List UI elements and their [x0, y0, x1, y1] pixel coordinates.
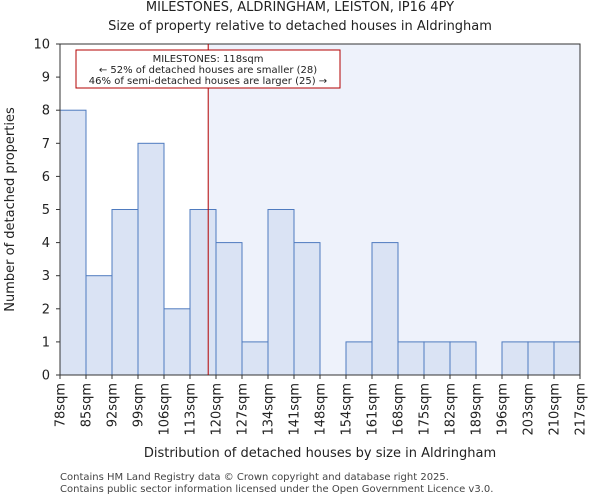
x-tick-label: 154sqm	[340, 383, 355, 436]
chart-subtitle: Size of property relative to detached ho…	[108, 19, 492, 34]
bar-106sqm	[163, 308, 191, 376]
y-tick-label: 10	[33, 38, 50, 53]
x-tick-label: 210sqm	[548, 383, 563, 436]
x-tick-label: 92sqm	[106, 383, 121, 427]
y-axis-label: Number of detached properties	[3, 107, 18, 312]
x-tick-label: 85sqm	[80, 383, 95, 427]
y-tick-label: 7	[42, 137, 50, 152]
y-tick-label: 1	[42, 335, 50, 350]
bar-92sqm	[111, 209, 139, 376]
bar-134sqm	[267, 209, 295, 376]
y-tick-label: 9	[42, 71, 50, 86]
x-tick-label: 168sqm	[392, 383, 407, 436]
chart-title: MILESTONES, ALDRINGHAM, LEISTON, IP16 4P…	[145, 0, 455, 15]
bar-210sqm	[553, 341, 581, 376]
x-tick-label: 203sqm	[522, 383, 537, 436]
y-tick-label: 3	[42, 269, 50, 284]
x-tick-label: 175sqm	[418, 383, 433, 436]
bar-78sqm	[59, 109, 87, 376]
x-tick-label: 182sqm	[444, 383, 459, 436]
x-tick-label: 127sqm	[236, 383, 251, 436]
x-tick-label: 217sqm	[574, 383, 589, 436]
bar-113sqm	[189, 209, 217, 376]
x-tick-label: 99sqm	[132, 383, 147, 427]
x-tick-label: 189sqm	[470, 383, 485, 436]
bar-127sqm	[241, 341, 269, 376]
x-tick-label: 113sqm	[184, 383, 199, 436]
plot-frame	[59, 43, 581, 376]
bar-182sqm	[449, 341, 477, 376]
bar-154sqm	[345, 341, 373, 376]
x-axis-ticks: 78sqm 85sqm 92sqm 99sqm 106sqm 113sqm 120sqm 12…	[54, 375, 589, 436]
bar-120sqm	[215, 242, 243, 376]
y-tick-label: 8	[42, 104, 50, 119]
x-tick-label: 106sqm	[158, 383, 173, 436]
x-tick-label: 78sqm	[54, 383, 69, 427]
y-tick-label: 5	[42, 203, 50, 218]
bar-161sqm	[371, 242, 399, 376]
x-tick-label: 161sqm	[366, 383, 381, 436]
x-axis-label: Distribution of detached houses by size …	[144, 446, 496, 461]
bar-196sqm	[501, 341, 529, 376]
bar-203sqm	[527, 341, 555, 376]
bar-85sqm	[85, 275, 113, 376]
bar-168sqm	[397, 341, 425, 376]
x-tick-label: 120sqm	[210, 383, 225, 436]
bar-99sqm	[137, 142, 165, 376]
annotation-line-1: MILESTONES: 118sqm	[153, 54, 264, 65]
y-tick-label: 4	[42, 236, 50, 251]
histogram-chart: 0 1 2 3 4 5 6 7 8 9 10 78sqm 85sqm 92sqm 99sqm 106sqm 1…	[3, 38, 589, 462]
y-axis-ticks: 0 1 2 3 4 5 6 7 8 9 10	[33, 38, 60, 384]
annotation-line-3: 46% of semi-detached houses are larger (…	[89, 76, 327, 87]
y-tick-label: 2	[42, 302, 50, 317]
y-tick-label: 0	[42, 369, 50, 384]
annotation-box: MILESTONES: 118sqm ← 52% of detached hou…	[75, 49, 341, 89]
footer-line-1: Contains HM Land Registry data © Crown c…	[60, 472, 449, 483]
annotation-line-2: ← 52% of detached houses are smaller (28…	[99, 65, 317, 76]
bar-141sqm	[293, 242, 321, 376]
x-tick-label: 134sqm	[262, 383, 277, 436]
footer-line-2: Contains public sector information licen…	[60, 484, 494, 495]
x-tick-label: 148sqm	[314, 383, 329, 436]
y-tick-label: 6	[42, 170, 50, 185]
x-tick-label: 196sqm	[496, 383, 511, 436]
bar-175sqm	[423, 341, 451, 376]
bars-group	[59, 109, 581, 376]
x-tick-label: 141sqm	[288, 383, 303, 436]
